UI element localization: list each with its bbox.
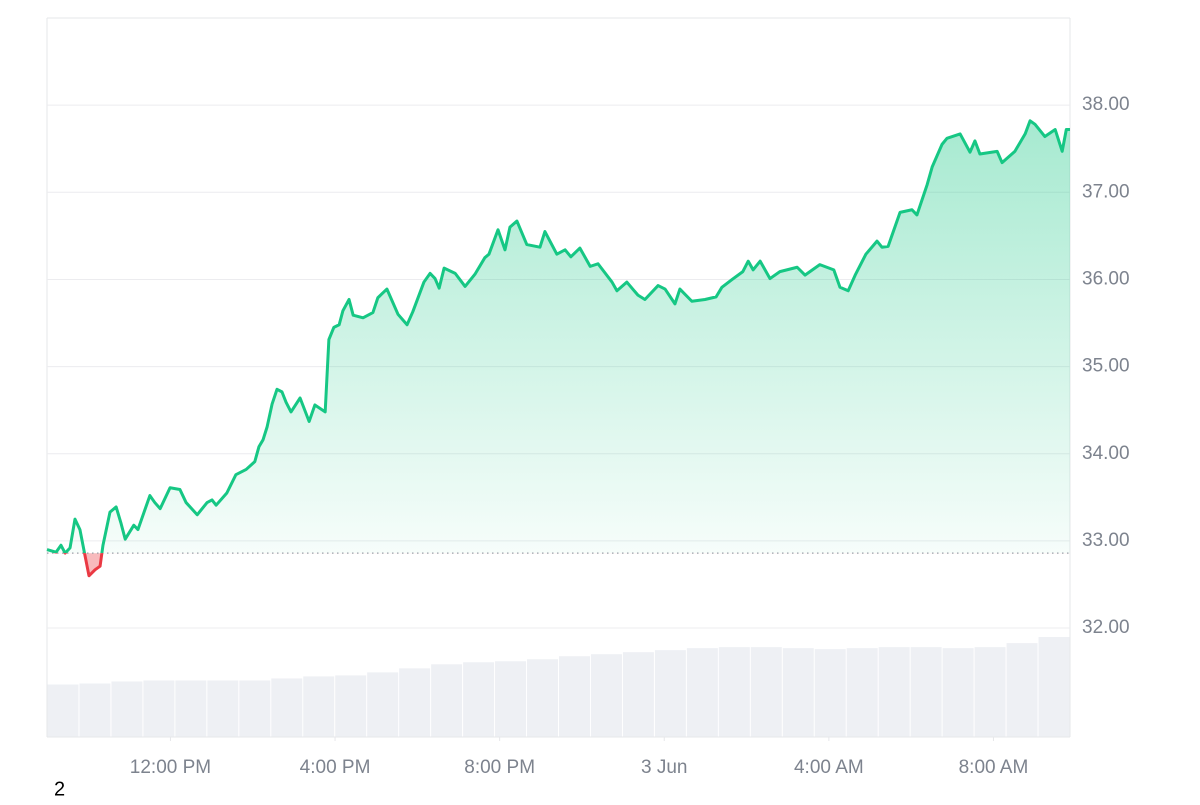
volume-bar bbox=[590, 654, 622, 737]
x-tick-label: 8:00 PM bbox=[464, 757, 535, 778]
volume-bar bbox=[367, 672, 399, 737]
y-tick-label: 33.00 bbox=[1082, 530, 1130, 551]
price-line bbox=[46, 119, 1070, 554]
area-up bbox=[47, 120, 1070, 554]
volume-bar bbox=[718, 647, 750, 737]
volume-bar bbox=[495, 661, 527, 737]
x-tick-label: 3 Jun bbox=[641, 757, 687, 778]
volume-bar bbox=[846, 648, 878, 737]
volume-bar bbox=[782, 648, 814, 737]
volume-bar bbox=[942, 648, 974, 737]
volume-bar bbox=[1038, 637, 1070, 737]
y-tick-label: 37.00 bbox=[1082, 181, 1130, 202]
y-tick-label: 36.00 bbox=[1082, 268, 1130, 289]
y-tick-label: 35.00 bbox=[1082, 356, 1130, 377]
x-tick-label: 4:00 AM bbox=[794, 757, 864, 778]
volume-bar bbox=[974, 647, 1006, 737]
y-tick-label: 38.00 bbox=[1082, 94, 1130, 115]
volume-bar bbox=[239, 680, 271, 737]
volume-bar bbox=[527, 659, 558, 737]
volume-bar bbox=[111, 681, 143, 737]
volume-bar bbox=[559, 656, 590, 737]
y-tick-label: 32.00 bbox=[1082, 617, 1130, 638]
y-tick-label: 34.00 bbox=[1082, 443, 1130, 464]
volume-bar bbox=[207, 680, 239, 737]
volume-bar bbox=[463, 662, 495, 737]
x-tick-label: 4:00 PM bbox=[300, 757, 371, 778]
volume-bar bbox=[143, 680, 175, 737]
volume-bar bbox=[654, 650, 686, 737]
volume-bar bbox=[175, 680, 207, 737]
volume-bar bbox=[47, 684, 79, 737]
volume-bar bbox=[878, 647, 910, 737]
volume-bar bbox=[1006, 643, 1038, 737]
volume-bar bbox=[431, 664, 463, 737]
x-tick-label: 12:00 PM bbox=[130, 757, 211, 778]
volume-bar bbox=[271, 678, 303, 737]
volume-bar bbox=[79, 683, 111, 737]
footnote: 2 bbox=[54, 778, 65, 800]
volume-bar bbox=[399, 668, 431, 737]
volume-bar bbox=[750, 647, 782, 737]
volume-bar bbox=[910, 647, 942, 737]
x-tick-label: 8:00 AM bbox=[959, 757, 1029, 778]
volume-bar bbox=[814, 649, 846, 737]
volume-bar bbox=[622, 652, 654, 737]
volume-bar bbox=[686, 648, 718, 737]
volume-bar bbox=[335, 675, 367, 737]
volume-bar bbox=[303, 676, 335, 737]
